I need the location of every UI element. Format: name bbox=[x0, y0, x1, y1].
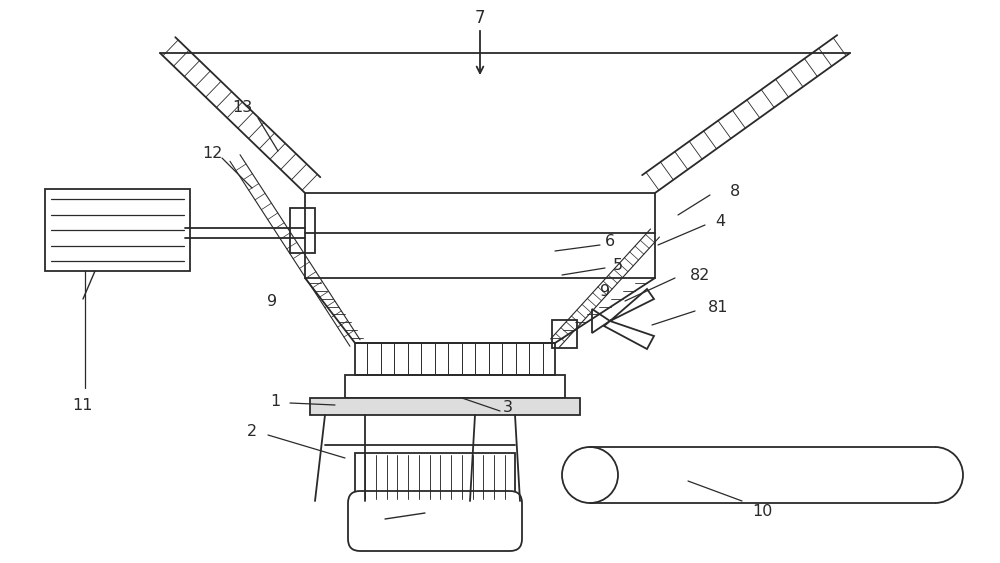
Text: 3: 3 bbox=[503, 400, 513, 415]
Polygon shape bbox=[592, 309, 610, 333]
Text: 81: 81 bbox=[708, 301, 728, 315]
Bar bbox=[290, 208, 315, 253]
Polygon shape bbox=[604, 321, 654, 349]
Text: 13: 13 bbox=[232, 101, 252, 115]
Text: 12: 12 bbox=[202, 145, 222, 160]
Text: 5: 5 bbox=[613, 257, 623, 272]
Text: 2: 2 bbox=[247, 423, 257, 439]
FancyBboxPatch shape bbox=[348, 491, 522, 551]
Text: 9: 9 bbox=[267, 293, 277, 309]
Bar bbox=[45, 189, 190, 271]
Text: 1: 1 bbox=[270, 394, 280, 409]
Bar bbox=[345, 375, 565, 398]
Bar bbox=[310, 398, 580, 415]
Text: 8: 8 bbox=[730, 184, 740, 199]
Bar bbox=[305, 193, 655, 278]
Text: 11: 11 bbox=[72, 397, 92, 413]
Text: 6: 6 bbox=[605, 234, 615, 248]
Text: 7: 7 bbox=[475, 9, 485, 27]
Polygon shape bbox=[610, 289, 654, 321]
Bar bbox=[355, 343, 555, 375]
Text: 82: 82 bbox=[690, 267, 710, 283]
Text: 9: 9 bbox=[600, 284, 610, 298]
Text: 4: 4 bbox=[715, 213, 725, 229]
Bar bbox=[552, 320, 577, 348]
Bar bbox=[355, 453, 515, 501]
Text: 10: 10 bbox=[752, 503, 772, 519]
